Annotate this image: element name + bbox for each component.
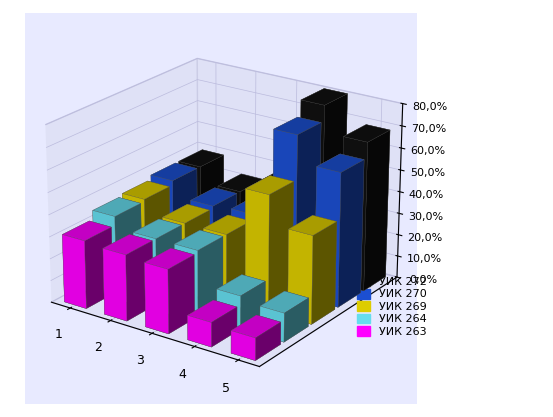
Legend: УИК 272, УИК 270, УИК 269, УИК 264, УИК 263: УИК 272, УИК 270, УИК 269, УИК 264, УИК … <box>352 272 431 341</box>
